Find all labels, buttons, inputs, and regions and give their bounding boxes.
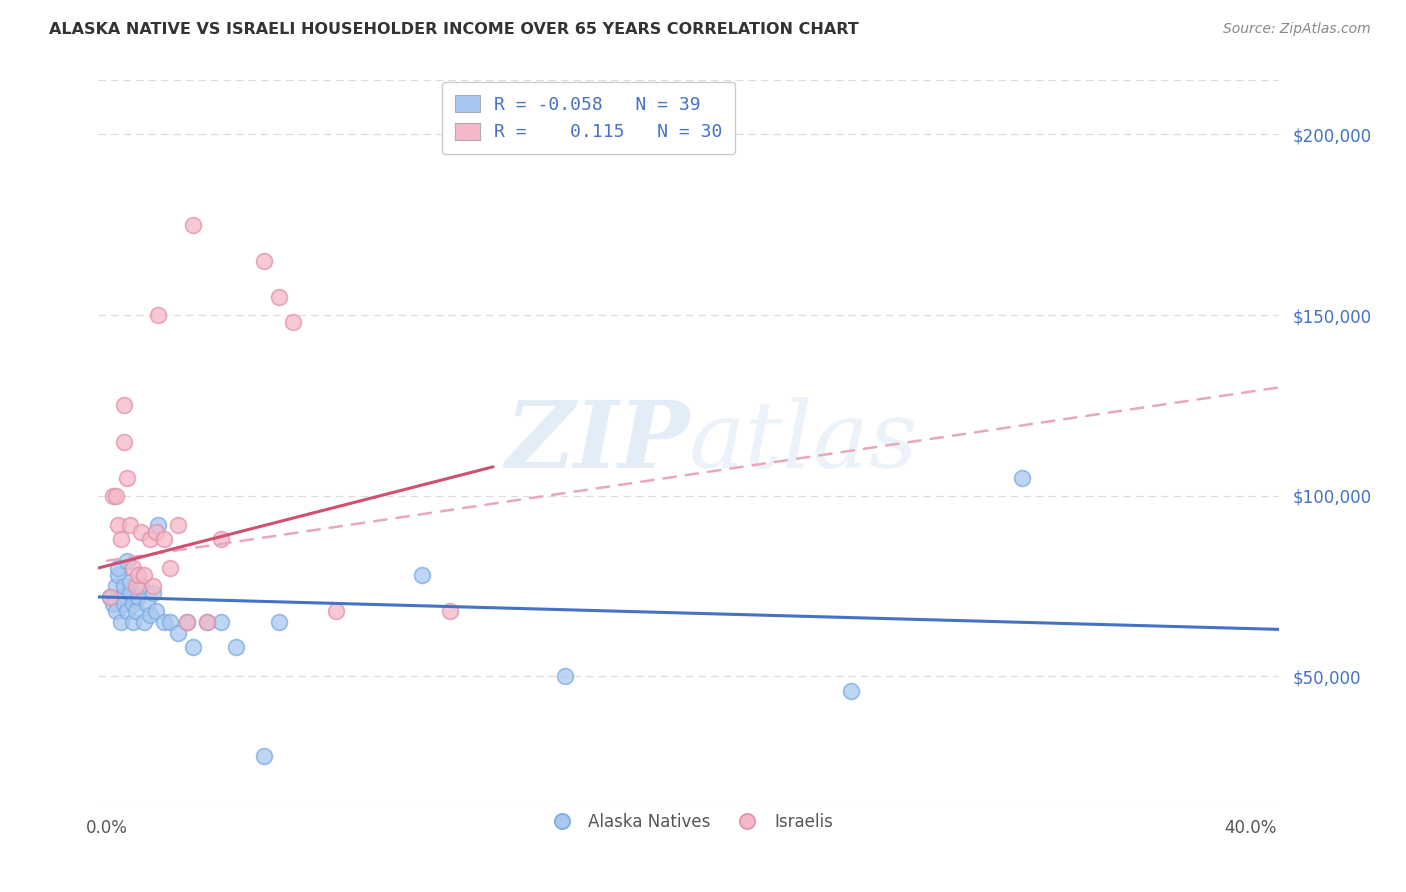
Point [115, 604, 138, 618]
Point [145, 524, 167, 539]
Point [112, 579, 135, 593]
Point [124, 604, 146, 618]
Point [1011, 470, 1033, 484]
Point [101, 489, 124, 503]
Point [121, 561, 143, 575]
Point [159, 615, 181, 630]
Point [110, 590, 132, 604]
Point [253, 748, 276, 763]
Point [267, 615, 290, 630]
Point [107, 568, 129, 582]
Point [110, 615, 132, 630]
Point [167, 517, 190, 532]
Point [195, 615, 218, 630]
Point [181, 640, 204, 655]
Point [195, 615, 218, 630]
Point [134, 615, 156, 630]
Point [142, 579, 165, 593]
Point [281, 315, 304, 329]
Point [159, 561, 181, 575]
Point [112, 597, 135, 611]
Point [107, 561, 129, 575]
Point [104, 579, 127, 593]
Point [148, 308, 170, 322]
Point [131, 579, 153, 593]
Point [101, 597, 124, 611]
Point [127, 568, 149, 582]
Point [142, 586, 165, 600]
Point [153, 615, 176, 630]
Point [554, 669, 576, 683]
Point [124, 579, 146, 593]
Point [209, 532, 232, 546]
Point [121, 615, 143, 630]
Point [439, 604, 461, 618]
Point [145, 604, 167, 618]
Point [112, 398, 135, 412]
Point [118, 575, 141, 590]
Point [839, 683, 862, 698]
Point [209, 615, 232, 630]
Point [112, 434, 135, 449]
Text: ALASKA NATIVE VS ISRAELI HOUSEHOLDER INCOME OVER 65 YEARS CORRELATION CHART: ALASKA NATIVE VS ISRAELI HOUSEHOLDER INC… [49, 22, 859, 37]
Point [167, 626, 190, 640]
Point [115, 554, 138, 568]
Point [325, 604, 347, 618]
Point [176, 615, 198, 630]
Point [181, 218, 204, 232]
Legend: Alaska Natives, Israelis: Alaska Natives, Israelis [538, 806, 839, 838]
Point [253, 253, 276, 268]
Point [110, 532, 132, 546]
Point [139, 532, 162, 546]
Point [176, 615, 198, 630]
Point [153, 532, 176, 546]
Point [225, 640, 247, 655]
Text: atlas: atlas [689, 397, 918, 486]
Point [107, 517, 129, 532]
Point [148, 517, 170, 532]
Point [411, 568, 433, 582]
Point [118, 517, 141, 532]
Point [98, 590, 121, 604]
Point [104, 489, 127, 503]
Point [136, 597, 159, 611]
Point [131, 524, 153, 539]
Point [139, 607, 162, 622]
Point [98, 590, 121, 604]
Point [127, 590, 149, 604]
Point [134, 568, 156, 582]
Point [104, 604, 127, 618]
Point [267, 290, 290, 304]
Text: Source: ZipAtlas.com: Source: ZipAtlas.com [1223, 22, 1371, 37]
Text: ZIP: ZIP [505, 397, 689, 486]
Point [121, 597, 143, 611]
Point [115, 470, 138, 484]
Point [118, 586, 141, 600]
